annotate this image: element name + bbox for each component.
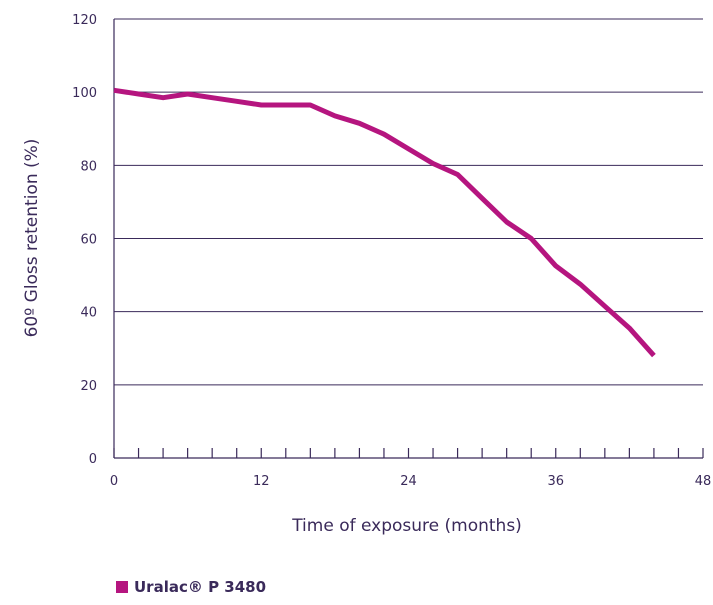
y-tick-label-40: 40	[80, 306, 97, 321]
x-tick-label-48: 48	[695, 474, 712, 489]
grid-lines	[114, 18, 703, 386]
x-minor-ticks	[113, 448, 704, 458]
series-layer	[113, 87, 656, 358]
legend-label: Uralac® P 3480	[134, 578, 267, 596]
y-tick-label-0: 0	[89, 452, 97, 467]
y-tick-label-80: 80	[80, 159, 97, 174]
x-axis-title: Time of exposure (months)	[291, 516, 522, 536]
x-tick-label-36: 36	[547, 474, 564, 489]
x-tick-label-0: 0	[110, 474, 118, 489]
y-tick-labels: 0 20 40 60 80 100 120	[72, 13, 97, 467]
x-tick-label-12: 12	[253, 474, 270, 489]
series-line-0	[113, 87, 656, 358]
y-axis-title: 60º Gloss retention (%)	[22, 139, 42, 338]
x-tick-labels: 0 12 24 36 48	[110, 474, 711, 489]
x-tick-label-24: 24	[400, 474, 417, 489]
legend-swatch	[116, 581, 128, 593]
y-tick-label-20: 20	[80, 379, 97, 394]
y-tick-label-120: 120	[72, 13, 97, 28]
legend: Uralac® P 3480	[116, 578, 266, 596]
y-tick-label-100: 100	[72, 86, 97, 101]
y-tick-label-60: 60	[80, 233, 97, 248]
